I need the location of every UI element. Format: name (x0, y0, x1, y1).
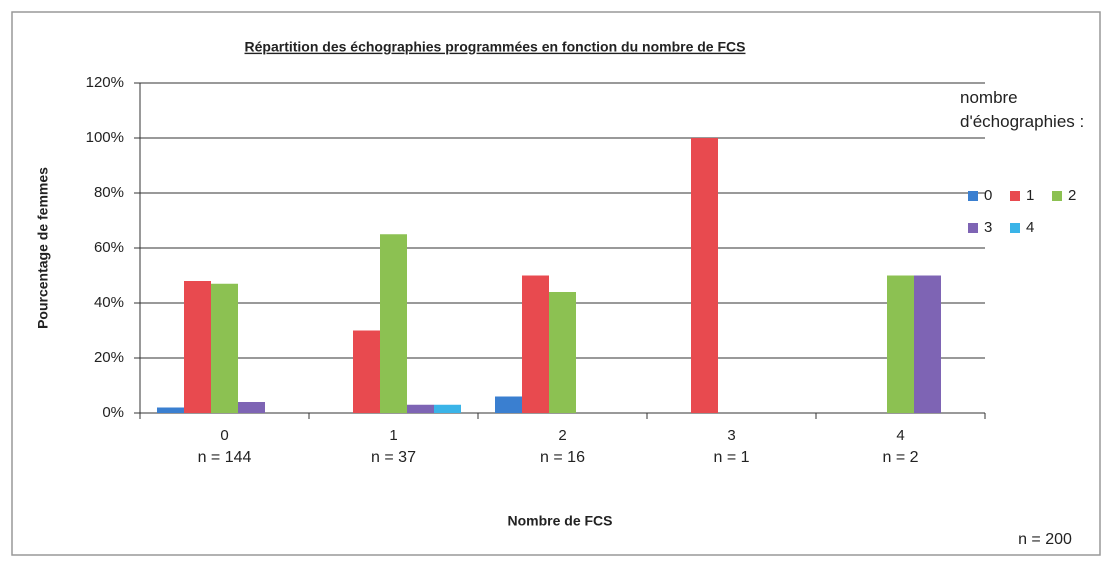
legend-swatch (968, 223, 978, 233)
bar (211, 283, 238, 413)
x-axis-label: Nombre de FCS (507, 513, 612, 529)
x-tick-label: 4 (896, 427, 904, 444)
legend-title: nombre d'échographies : (960, 88, 1085, 131)
bar (353, 330, 380, 413)
legend-label: 3 (984, 219, 992, 236)
y-tick-label: 80% (94, 184, 124, 201)
y-tick-label: 60% (94, 239, 124, 256)
x-tick-note: n = 37 (371, 449, 416, 466)
legend-label: 0 (984, 187, 992, 204)
annotation: n = 200 (1018, 531, 1072, 548)
x-tick-note: n = 144 (198, 449, 252, 466)
bar (238, 402, 265, 413)
legend-label: 4 (1026, 219, 1034, 236)
x-tick-note: n = 2 (882, 449, 918, 466)
bar (380, 234, 407, 413)
bar (887, 275, 914, 413)
bar (157, 407, 184, 413)
bar (184, 281, 211, 413)
bar (549, 292, 576, 413)
bar (434, 404, 461, 413)
x-tick-label: 2 (558, 427, 566, 444)
x-tick-label: 1 (389, 427, 397, 444)
bar (522, 275, 549, 413)
y-tick-label: 20% (94, 349, 124, 366)
x-tick-note: n = 1 (713, 449, 749, 466)
x-tick-label: 0 (220, 427, 228, 444)
y-tick-label: 100% (86, 129, 124, 146)
legend-label: 2 (1068, 187, 1076, 204)
bar (691, 138, 718, 413)
frame (11, 11, 1101, 556)
y-tick-label: 120% (86, 74, 124, 91)
legend-swatch (1010, 223, 1020, 233)
y-axis-label: Pourcentage de femmes (35, 167, 51, 329)
x-tick-note: n = 16 (540, 449, 585, 466)
legend-swatch (1010, 191, 1020, 201)
y-tick-label: 0% (102, 404, 124, 421)
y-tick-label: 40% (94, 294, 124, 311)
chart-title: Répartition des échographies programmées… (245, 39, 746, 55)
bar (914, 275, 941, 413)
legend-swatch (968, 191, 978, 201)
legend-label: 1 (1026, 187, 1034, 204)
legend-swatch (1052, 191, 1062, 201)
bar (407, 404, 434, 413)
bar (495, 396, 522, 413)
x-tick-label: 3 (727, 427, 735, 444)
